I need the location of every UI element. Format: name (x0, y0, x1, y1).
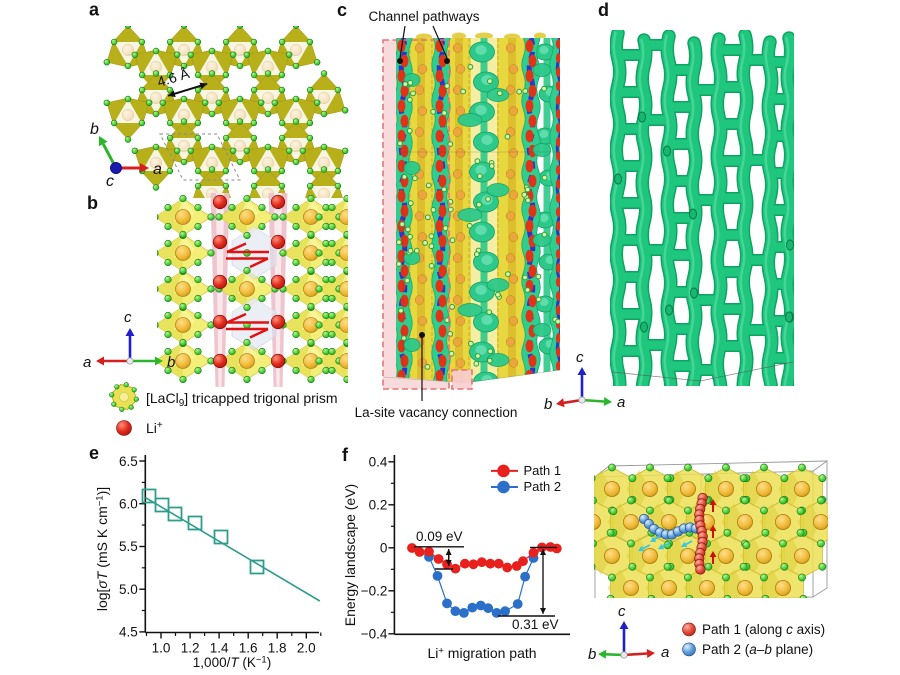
svg-text:c: c (124, 309, 132, 326)
svg-text:0.09 eV: 0.09 eV (416, 529, 463, 544)
svg-text:e: e (89, 443, 99, 463)
svg-text:Path 1 (along c axis): Path 1 (along c axis) (702, 622, 825, 637)
svg-text:c: c (106, 173, 114, 190)
svg-text:1,000/T (K−1): 1,000/T (K−1) (193, 655, 271, 671)
svg-text:6.0: 6.0 (119, 497, 138, 512)
svg-text:d: d (598, 0, 609, 20)
svg-text:log[σT (mS K cm−1)]: log[σT (mS K cm−1)] (94, 487, 110, 611)
svg-text:Path 2 (a–b plane): Path 2 (a–b plane) (702, 642, 813, 657)
svg-text:6.5: 6.5 (119, 454, 138, 469)
svg-text:0.4: 0.4 (369, 455, 388, 470)
svg-text:Li+: Li+ (146, 420, 163, 436)
svg-text:−0.2: −0.2 (361, 584, 388, 599)
svg-text:Channel pathways: Channel pathways (368, 9, 479, 24)
svg-text:b: b (588, 646, 596, 663)
svg-text:0.2: 0.2 (369, 498, 388, 513)
svg-text:1.2: 1.2 (181, 640, 200, 655)
svg-text:1.0: 1.0 (152, 640, 171, 655)
svg-text:Path 2: Path 2 (524, 479, 562, 494)
svg-text:c: c (618, 603, 626, 620)
svg-text:Li+ migration path: Li+ migration path (427, 645, 536, 661)
svg-text:a: a (617, 394, 625, 411)
svg-text:a: a (83, 354, 91, 371)
svg-text:c: c (337, 0, 347, 20)
svg-text:c: c (576, 349, 584, 366)
svg-text:[LaCl9] tricapped trigonal pri: [LaCl9] tricapped trigonal prism (146, 390, 338, 409)
svg-text:a: a (89, 0, 100, 20)
svg-text:1.4: 1.4 (210, 640, 229, 655)
svg-text:0.31 eV: 0.31 eV (512, 617, 559, 632)
svg-text:b: b (167, 354, 175, 371)
svg-text:−0.4: −0.4 (361, 627, 388, 642)
svg-text:a: a (153, 161, 162, 178)
svg-text:Path 1: Path 1 (524, 463, 562, 478)
svg-text:5.0: 5.0 (119, 582, 138, 597)
svg-text:b: b (87, 193, 98, 213)
svg-text:La-site vacancy connection: La-site vacancy connection (355, 405, 518, 420)
svg-text:f: f (342, 445, 349, 465)
svg-text:b: b (544, 396, 552, 413)
svg-text:a: a (661, 644, 669, 661)
svg-text:1.8: 1.8 (268, 640, 287, 655)
svg-text:Energy landscape (eV): Energy landscape (eV) (342, 484, 358, 626)
svg-text:1.6: 1.6 (239, 640, 258, 655)
svg-text:0: 0 (380, 541, 388, 556)
svg-text:4.5: 4.5 (119, 625, 138, 640)
svg-text:2.0: 2.0 (297, 640, 316, 655)
svg-text:5.5: 5.5 (119, 539, 138, 554)
svg-text:b: b (90, 121, 99, 138)
